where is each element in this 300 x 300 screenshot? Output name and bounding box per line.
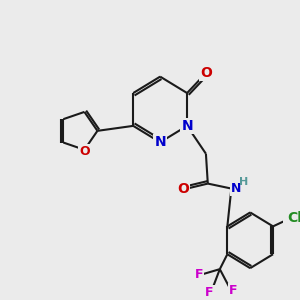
Text: H: H xyxy=(239,177,248,187)
Text: O: O xyxy=(200,66,212,80)
Text: O: O xyxy=(177,182,189,196)
Text: N: N xyxy=(231,182,241,195)
Text: N: N xyxy=(181,119,193,133)
Text: O: O xyxy=(79,145,90,158)
Text: F: F xyxy=(229,284,237,296)
Text: F: F xyxy=(195,268,203,281)
Text: F: F xyxy=(205,286,214,298)
Text: N: N xyxy=(154,135,166,149)
Text: Cl: Cl xyxy=(287,212,300,225)
